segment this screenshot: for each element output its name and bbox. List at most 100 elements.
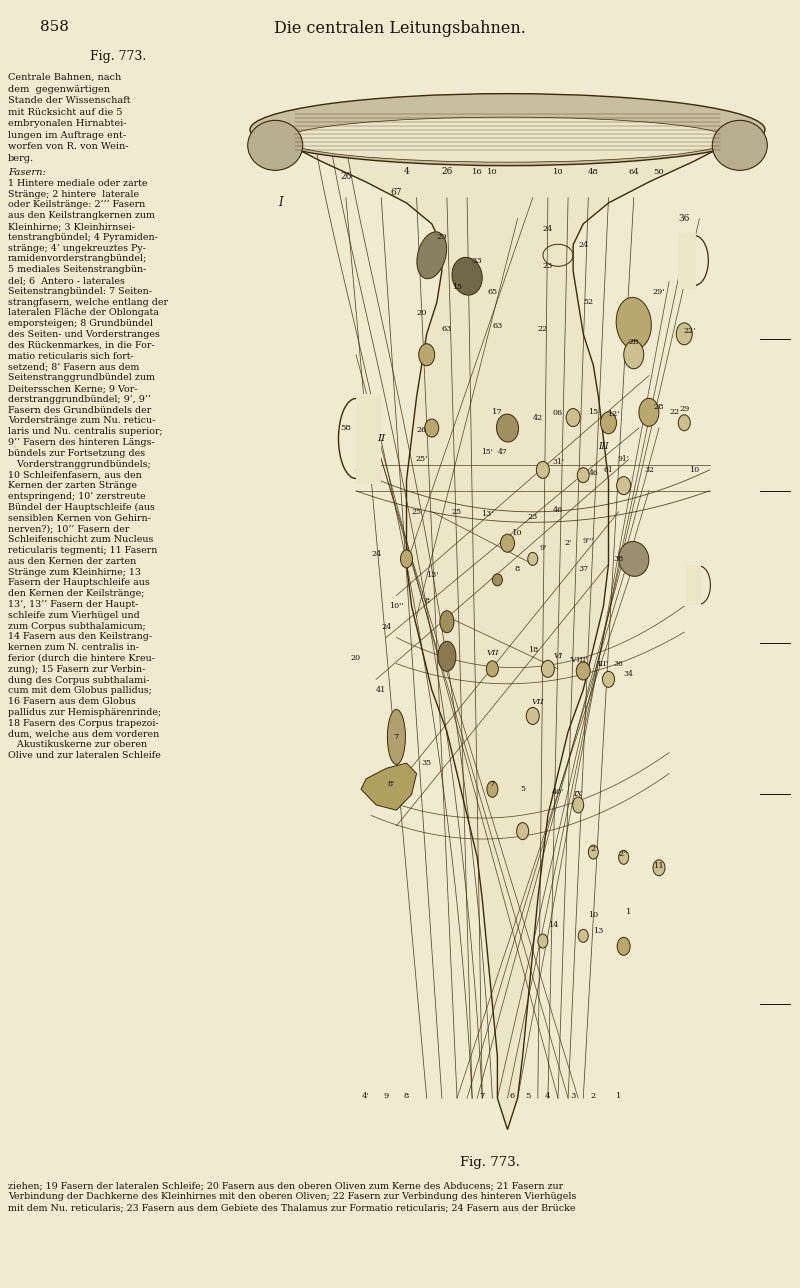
- Ellipse shape: [578, 468, 590, 483]
- Text: 63: 63: [492, 322, 502, 331]
- Ellipse shape: [624, 341, 644, 368]
- Text: 16 Fasern aus dem Globus: 16 Fasern aus dem Globus: [8, 697, 136, 706]
- Text: 6: 6: [510, 1092, 515, 1100]
- Text: Akustikuskerne zur oberen: Akustikuskerne zur oberen: [8, 741, 147, 750]
- Text: 11: 11: [654, 862, 664, 869]
- Ellipse shape: [602, 671, 614, 688]
- Text: 20: 20: [351, 654, 361, 662]
- Text: 13': 13': [481, 510, 494, 518]
- Text: Die centralen Leitungsbahnen.: Die centralen Leitungsbahnen.: [274, 21, 526, 37]
- Text: 25': 25': [415, 456, 428, 464]
- Text: I: I: [278, 197, 282, 210]
- Text: 36: 36: [614, 659, 623, 667]
- Text: 10: 10: [512, 529, 523, 537]
- Text: 42: 42: [533, 413, 543, 421]
- Text: 22': 22': [683, 327, 695, 335]
- Text: des Seiten- und Vorderstranges: des Seiten- und Vorderstranges: [8, 330, 160, 339]
- Text: 40': 40': [552, 788, 564, 796]
- Text: Stränge; 2 hintere  laterale: Stränge; 2 hintere laterale: [8, 189, 139, 198]
- Text: VI: VI: [554, 652, 562, 661]
- Text: 18: 18: [528, 647, 538, 654]
- Text: Seitenstranggrundbündel zum: Seitenstranggrundbündel zum: [8, 374, 155, 383]
- Text: entspringend; 10’ zerstreute: entspringend; 10’ zerstreute: [8, 492, 146, 501]
- Text: 14 Fasern aus den Keilstrang-: 14 Fasern aus den Keilstrang-: [8, 632, 152, 641]
- Ellipse shape: [418, 344, 434, 366]
- Text: 24: 24: [578, 241, 588, 249]
- Text: 91': 91': [618, 456, 630, 464]
- Text: 7: 7: [490, 781, 495, 788]
- Text: 1: 1: [616, 1092, 622, 1100]
- Text: IX: IX: [574, 791, 583, 799]
- Ellipse shape: [538, 934, 548, 948]
- Text: 29: 29: [437, 233, 447, 241]
- Text: Fig. 773.: Fig. 773.: [90, 50, 146, 63]
- Text: worfen von R. von Wein-: worfen von R. von Wein-: [8, 142, 129, 151]
- Text: 26: 26: [442, 167, 453, 176]
- Text: 46: 46: [589, 469, 598, 477]
- Text: berg.: berg.: [8, 153, 34, 162]
- Text: 8: 8: [515, 565, 520, 573]
- Text: 2': 2': [565, 540, 572, 547]
- Text: 4': 4': [362, 1092, 370, 1100]
- Text: Olive und zur lateralen Schleife: Olive und zur lateralen Schleife: [8, 751, 161, 760]
- Ellipse shape: [536, 461, 550, 478]
- Text: matio reticularis sich fort-: matio reticularis sich fort-: [8, 352, 134, 361]
- Text: 1 Hintere mediale oder zarte: 1 Hintere mediale oder zarte: [8, 179, 147, 188]
- Text: lungen im Auftrage ent-: lungen im Auftrage ent-: [8, 130, 126, 139]
- Text: embryonalen Hirnabtei-: embryonalen Hirnabtei-: [8, 118, 126, 128]
- Text: zung); 15 Fasern zur Verbin-: zung); 15 Fasern zur Verbin-: [8, 665, 146, 674]
- Text: laris und Nu. centralis superior;: laris und Nu. centralis superior;: [8, 428, 162, 437]
- Text: 64: 64: [628, 167, 639, 175]
- Text: Stande der Wissenschaft: Stande der Wissenschaft: [8, 97, 130, 106]
- Text: 14: 14: [548, 921, 558, 930]
- Text: III': III': [598, 659, 609, 667]
- Text: 18 Fasern des Corpus trapezoi-: 18 Fasern des Corpus trapezoi-: [8, 719, 158, 728]
- Text: Fasern der Hauptschleife aus: Fasern der Hauptschleife aus: [8, 578, 150, 587]
- Text: III: III: [598, 442, 609, 451]
- Text: 24: 24: [381, 623, 391, 631]
- Text: 24: 24: [371, 550, 382, 558]
- Bar: [356, 394, 381, 483]
- Text: 32: 32: [644, 466, 654, 474]
- Text: 10: 10: [553, 167, 563, 175]
- Text: 26: 26: [340, 173, 351, 182]
- Text: 22: 22: [669, 408, 679, 416]
- Text: oder Keilstränge: 2’’’ Fasern: oder Keilstränge: 2’’’ Fasern: [8, 201, 146, 210]
- Text: 16: 16: [472, 167, 482, 175]
- Text: den Kernen der Keilstränge;: den Kernen der Keilstränge;: [8, 589, 144, 598]
- Ellipse shape: [401, 550, 413, 568]
- Text: 5: 5: [520, 786, 525, 793]
- Ellipse shape: [248, 120, 302, 170]
- Text: 15: 15: [452, 282, 462, 291]
- Text: 13: 13: [594, 926, 603, 935]
- Text: 8': 8': [388, 781, 395, 788]
- Ellipse shape: [617, 477, 630, 495]
- Text: 4: 4: [545, 1092, 550, 1100]
- Text: 20: 20: [416, 309, 427, 317]
- Text: 9''': 9''': [582, 537, 594, 545]
- Text: lateralen Fläche der Oblongata: lateralen Fläche der Oblongata: [8, 308, 159, 317]
- Text: 23: 23: [528, 513, 538, 522]
- Ellipse shape: [542, 661, 554, 677]
- Text: Fasern:: Fasern:: [8, 167, 46, 176]
- Text: Centrale Bahnen, nach: Centrale Bahnen, nach: [8, 73, 122, 82]
- Text: tenstrangbündel; 4 Pyramiden-: tenstrangbündel; 4 Pyramiden-: [8, 233, 158, 242]
- Text: 5: 5: [525, 1092, 530, 1100]
- Text: mit Rücksicht auf die 5: mit Rücksicht auf die 5: [8, 107, 122, 116]
- Text: Kernen der zarten Stränge: Kernen der zarten Stränge: [8, 482, 137, 491]
- Ellipse shape: [497, 413, 518, 442]
- Text: aus den Kernen der zarten: aus den Kernen der zarten: [8, 556, 136, 565]
- Ellipse shape: [578, 930, 588, 943]
- Ellipse shape: [653, 860, 665, 876]
- Ellipse shape: [566, 408, 580, 426]
- Text: 1: 1: [626, 908, 631, 916]
- Text: 48: 48: [588, 167, 598, 175]
- Ellipse shape: [676, 323, 692, 345]
- Text: 25: 25: [411, 507, 422, 515]
- Text: 46: 46: [553, 506, 563, 514]
- Ellipse shape: [425, 419, 438, 437]
- Text: kernen zum N. centralis in-: kernen zum N. centralis in-: [8, 643, 139, 652]
- Text: nerven?); 10’’ Fasern der: nerven?); 10’’ Fasern der: [8, 524, 130, 533]
- Text: 9': 9': [539, 545, 546, 553]
- Text: Stränge zum Kleinhirne; 13: Stränge zum Kleinhirne; 13: [8, 568, 141, 577]
